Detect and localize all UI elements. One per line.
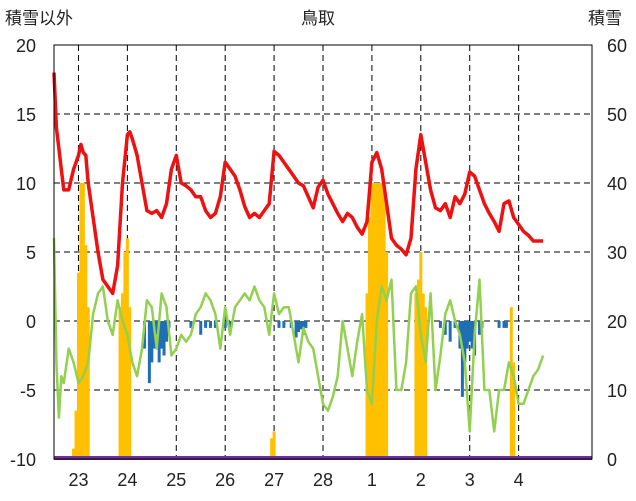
negative-bar bbox=[502, 321, 506, 328]
negative-bar bbox=[162, 321, 166, 356]
snow-bar bbox=[76, 272, 80, 459]
snow-bar bbox=[512, 362, 516, 459]
x-tick-label: 28 bbox=[313, 470, 333, 490]
x-tick-label: 25 bbox=[166, 470, 186, 490]
right-tick-label: 10 bbox=[607, 381, 627, 401]
negative-bar bbox=[204, 321, 208, 328]
snow-bar bbox=[86, 307, 90, 459]
left-tick-label: 15 bbox=[16, 105, 36, 125]
snow-bar bbox=[125, 238, 129, 459]
negative-bar bbox=[282, 321, 286, 328]
negative-bar bbox=[504, 321, 508, 328]
left-tick-label: 10 bbox=[16, 174, 36, 194]
negative-bar bbox=[155, 321, 159, 335]
right-tick-label: 50 bbox=[607, 105, 627, 125]
plot-frame bbox=[53, 44, 593, 460]
snow-bar bbox=[385, 252, 389, 459]
x-tick-label: 2 bbox=[416, 470, 426, 490]
negative-bar bbox=[297, 321, 301, 333]
snow-bar bbox=[382, 183, 386, 459]
series-lines bbox=[52, 72, 592, 460]
snow-bar bbox=[377, 183, 381, 459]
negative-bar bbox=[443, 321, 447, 335]
snow-bar bbox=[380, 183, 384, 459]
negative-bar bbox=[465, 321, 469, 349]
green-series-line bbox=[52, 238, 545, 433]
negative-bar bbox=[299, 321, 303, 330]
negative-bar bbox=[277, 321, 281, 328]
negative-bar bbox=[304, 321, 308, 328]
left-tick-label: -10 bbox=[10, 450, 36, 470]
snow-bar bbox=[79, 183, 83, 459]
left-tick-label: -5 bbox=[20, 381, 36, 401]
snow-bar bbox=[123, 252, 127, 459]
snow-bar bbox=[416, 279, 420, 459]
snow-bar bbox=[72, 448, 76, 459]
snow-bar bbox=[128, 307, 132, 459]
snow-bar bbox=[270, 438, 274, 459]
negative-bar bbox=[150, 321, 154, 363]
snow-bar bbox=[84, 245, 88, 459]
negative-bar bbox=[478, 321, 482, 335]
snow-bar bbox=[419, 252, 423, 459]
negative-bar bbox=[294, 321, 298, 338]
negative-bar bbox=[223, 321, 227, 328]
left-tick-label: 0 bbox=[26, 312, 36, 332]
negative-bar bbox=[470, 321, 474, 349]
chart-title: 鳥取 bbox=[301, 9, 335, 29]
snow-bar bbox=[370, 183, 374, 459]
negative-bar bbox=[448, 321, 452, 342]
negative-bar bbox=[209, 321, 213, 328]
snow-bar bbox=[424, 307, 428, 459]
x-tick-label: 26 bbox=[215, 470, 235, 490]
right-tick-label: 30 bbox=[607, 243, 627, 263]
snow-bar bbox=[74, 410, 78, 459]
snow-bar bbox=[509, 307, 513, 459]
right-axis-label: 積雪 bbox=[588, 9, 622, 29]
snow-bar bbox=[81, 183, 85, 459]
negative-bar bbox=[463, 321, 467, 363]
negative-bar bbox=[497, 321, 501, 328]
snow-bar bbox=[120, 293, 124, 459]
snow-bar bbox=[367, 217, 371, 459]
negative-bar bbox=[213, 321, 217, 328]
negative-bar bbox=[438, 321, 442, 328]
x-tick-label: 4 bbox=[514, 470, 524, 490]
snow-bar bbox=[118, 307, 122, 459]
negative-bar bbox=[164, 321, 168, 342]
negative-bar bbox=[189, 321, 193, 328]
snow-bar bbox=[414, 293, 418, 459]
snow-bar bbox=[372, 183, 376, 459]
left-axis-label: 積雪以外 bbox=[5, 9, 73, 29]
x-tick-label: 24 bbox=[117, 470, 137, 490]
left-tick-label: 20 bbox=[16, 36, 36, 56]
negative-bar bbox=[468, 321, 472, 342]
snow-bar bbox=[421, 293, 425, 459]
negative-bar bbox=[228, 321, 232, 328]
red-series-line bbox=[52, 72, 544, 296]
negative-bar bbox=[199, 321, 203, 335]
x-tick-label: 27 bbox=[264, 470, 284, 490]
negative-bar bbox=[157, 321, 161, 363]
right-tick-label: 20 bbox=[607, 312, 627, 332]
x-tick-label: 3 bbox=[465, 470, 475, 490]
right-tick-label: 60 bbox=[607, 36, 627, 56]
right-tick-label: 0 bbox=[607, 450, 617, 470]
x-tick-label: 23 bbox=[68, 470, 88, 490]
negative-bar bbox=[147, 321, 151, 384]
right-tick-label: 40 bbox=[607, 174, 627, 194]
x-tick-label: 1 bbox=[367, 470, 377, 490]
left-tick-label: 5 bbox=[26, 243, 36, 263]
snow-bar bbox=[272, 431, 276, 459]
negative-bar bbox=[460, 321, 464, 397]
negative-bar bbox=[160, 321, 164, 349]
